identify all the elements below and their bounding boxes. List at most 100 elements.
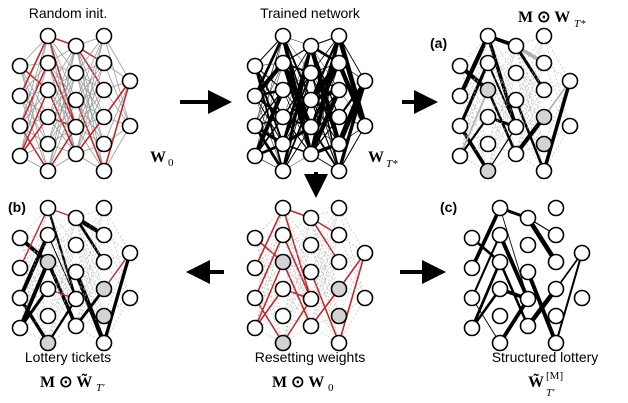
panel-tag-c: (c) bbox=[440, 199, 457, 215]
trained-network-node bbox=[246, 147, 264, 165]
random-init-network-node bbox=[95, 81, 113, 99]
lottery-network-node bbox=[95, 280, 113, 298]
lottery-network-node bbox=[11, 229, 29, 247]
mask-trained-network-edge bbox=[515, 35, 545, 155]
resetting-network-edge bbox=[310, 217, 340, 290]
random-init-formula-sub: 0 bbox=[168, 157, 174, 169]
resetting-network-edge bbox=[254, 207, 284, 329]
lottery-network-edge bbox=[75, 244, 105, 290]
lottery-network-node bbox=[11, 289, 29, 307]
mask-trained-formula-sub: T* bbox=[574, 18, 586, 30]
structured-network-node bbox=[463, 229, 481, 247]
trained-network-edge bbox=[336, 62, 368, 127]
random-init-network-edge bbox=[75, 35, 105, 155]
random-init-network-edge bbox=[19, 89, 49, 157]
mask-trained-network-edge bbox=[515, 72, 545, 172]
mask-trained-network-node bbox=[479, 27, 497, 45]
resetting-network-edge bbox=[282, 244, 312, 344]
lottery-network-node bbox=[67, 209, 85, 227]
mask-trained-network-node bbox=[507, 37, 525, 55]
trained-network-edge bbox=[254, 65, 284, 118]
resetting-network-node bbox=[356, 289, 374, 307]
trained-network-node bbox=[274, 81, 292, 99]
resetting-formula-sub: 0 bbox=[328, 382, 334, 394]
resetting-network-node bbox=[356, 244, 374, 262]
resetting-network-node bbox=[302, 236, 320, 254]
random-init-network-node bbox=[67, 145, 85, 163]
resetting-weights-title: Resetting weights bbox=[255, 349, 366, 365]
trained-network-title: Trained network bbox=[260, 5, 361, 21]
random-init-network-node bbox=[11, 117, 29, 135]
random-init-network-edge bbox=[103, 35, 131, 82]
resetting-network-node bbox=[330, 226, 348, 244]
trained-network bbox=[246, 27, 374, 180]
trained-network-node bbox=[330, 81, 348, 99]
random-init-network-edge bbox=[19, 35, 49, 157]
mask-trained-network-edge bbox=[543, 62, 571, 127]
random-init-network-edge bbox=[103, 125, 131, 172]
lottery-network-node bbox=[39, 307, 57, 325]
resetting-network bbox=[246, 199, 374, 352]
structured-network-node bbox=[463, 259, 481, 277]
random-init-network-node bbox=[95, 54, 113, 72]
lottery-network-edge bbox=[47, 217, 77, 317]
random-init-network-node bbox=[67, 37, 85, 55]
lottery-network-node bbox=[121, 289, 139, 307]
resetting-network-edge bbox=[254, 207, 284, 269]
lottery-network-node bbox=[95, 199, 113, 217]
resetting-network-node bbox=[246, 259, 264, 277]
resetting-network-edge bbox=[338, 207, 366, 254]
mask-trained-network-node bbox=[535, 162, 553, 180]
resetting-formula-main: M ⊙ W bbox=[272, 374, 324, 391]
mask-trained-network-edge bbox=[458, 125, 490, 172]
trained-network-node bbox=[302, 91, 320, 109]
resetting-network-edge bbox=[282, 244, 312, 317]
mask-trained-network-node bbox=[507, 64, 525, 82]
random-init-network-node bbox=[67, 91, 85, 109]
resetting-network-edge bbox=[282, 217, 312, 290]
random-init-network-edge bbox=[75, 89, 105, 155]
mask-trained-network-edge bbox=[515, 45, 545, 145]
random-init-network-node bbox=[95, 162, 113, 180]
mask-trained-network-edge bbox=[459, 65, 489, 145]
lottery-network-edge bbox=[19, 207, 49, 329]
structured-network-node bbox=[463, 289, 481, 307]
lottery-network-edge bbox=[47, 244, 77, 344]
lottery-network-node bbox=[39, 199, 57, 217]
trained-network-node bbox=[330, 135, 348, 153]
trained-network-node bbox=[246, 87, 264, 105]
resetting-network-node bbox=[274, 226, 292, 244]
trained-network-edge bbox=[254, 62, 284, 127]
structured-formula: W̃ [M] T′ bbox=[528, 370, 563, 399]
random-init-network-node bbox=[121, 117, 139, 135]
structured-formula-sup: [M] bbox=[546, 370, 563, 382]
random-init-network-node bbox=[39, 27, 57, 45]
resetting-network-node bbox=[274, 334, 292, 352]
resetting-network-edge bbox=[310, 244, 340, 317]
structured-network-node bbox=[519, 236, 537, 254]
resetting-network-node bbox=[246, 319, 264, 337]
random-init-network-node bbox=[95, 27, 113, 45]
random-init-network-edge bbox=[75, 35, 105, 128]
mask-trained-network-node bbox=[507, 145, 525, 163]
mask-trained-network-node bbox=[535, 27, 553, 45]
mask-trained-network-edge bbox=[543, 35, 571, 82]
mask-trained-network-node bbox=[535, 81, 553, 99]
resetting-network-edge bbox=[282, 217, 312, 263]
random-init-network-edge bbox=[47, 99, 77, 172]
structured-network-edge bbox=[470, 261, 502, 329]
resetting-network-edge bbox=[254, 237, 284, 290]
mask-trained-network-node bbox=[451, 57, 469, 75]
random-init-network-node bbox=[39, 81, 57, 99]
mask-trained-network-edge bbox=[487, 99, 517, 172]
lottery-network-edge bbox=[47, 298, 77, 344]
lottery-network-node bbox=[95, 307, 113, 325]
mask-trained-network-edge bbox=[459, 95, 489, 145]
random-init-network-edge bbox=[47, 45, 77, 91]
resetting-network-edge bbox=[282, 271, 312, 344]
mask-trained-network-edge bbox=[515, 99, 545, 145]
structured-network-edge bbox=[526, 216, 558, 264]
mask-trained-network-node bbox=[507, 118, 525, 136]
structured-network-node bbox=[519, 317, 537, 335]
random-init-network-edge bbox=[75, 35, 105, 101]
